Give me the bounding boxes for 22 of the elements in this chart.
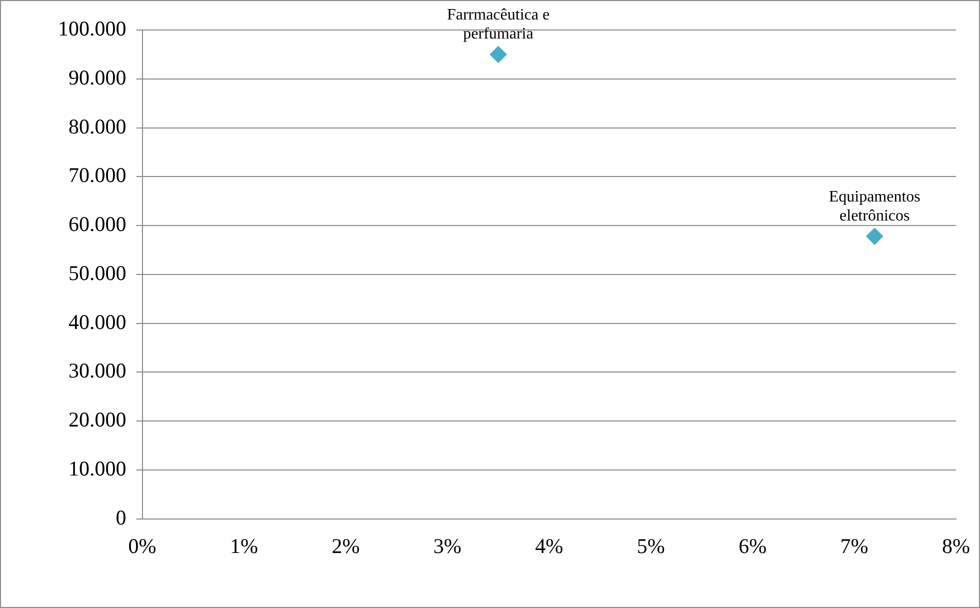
- y-tick-label: 30.000: [68, 358, 126, 383]
- x-tick-label: 7%: [840, 534, 868, 558]
- y-tick-label: 0: [116, 505, 126, 530]
- y-tick-label: 70.000: [68, 163, 126, 188]
- x-tick-label: 4%: [535, 534, 564, 558]
- x-tick-label: 8%: [942, 534, 970, 558]
- y-tick-label: 20.000: [68, 408, 126, 432]
- y-tick-label: 90.000: [68, 65, 126, 90]
- x-tick-label: 2%: [332, 534, 360, 558]
- x-tick-label: 3%: [433, 534, 462, 558]
- y-tick-label: 10.000: [68, 456, 126, 480]
- x-tick-label: 1%: [230, 534, 258, 558]
- x-tick-label: 5%: [636, 534, 665, 558]
- y-tick-label: 50.000: [68, 260, 126, 285]
- y-tick-label: 100.000: [58, 16, 126, 41]
- annotation: Equipamentos eletrônicos: [828, 188, 920, 224]
- y-tick-label: 60.000: [68, 212, 126, 236]
- x-tick-label: 6%: [738, 534, 767, 558]
- y-tick-label: 40.000: [68, 310, 126, 334]
- annotation: Farrmacêutica e perfumaria: [446, 6, 550, 42]
- y-tick-label: 80.000: [68, 114, 126, 138]
- x-tick-label: 0%: [128, 534, 156, 558]
